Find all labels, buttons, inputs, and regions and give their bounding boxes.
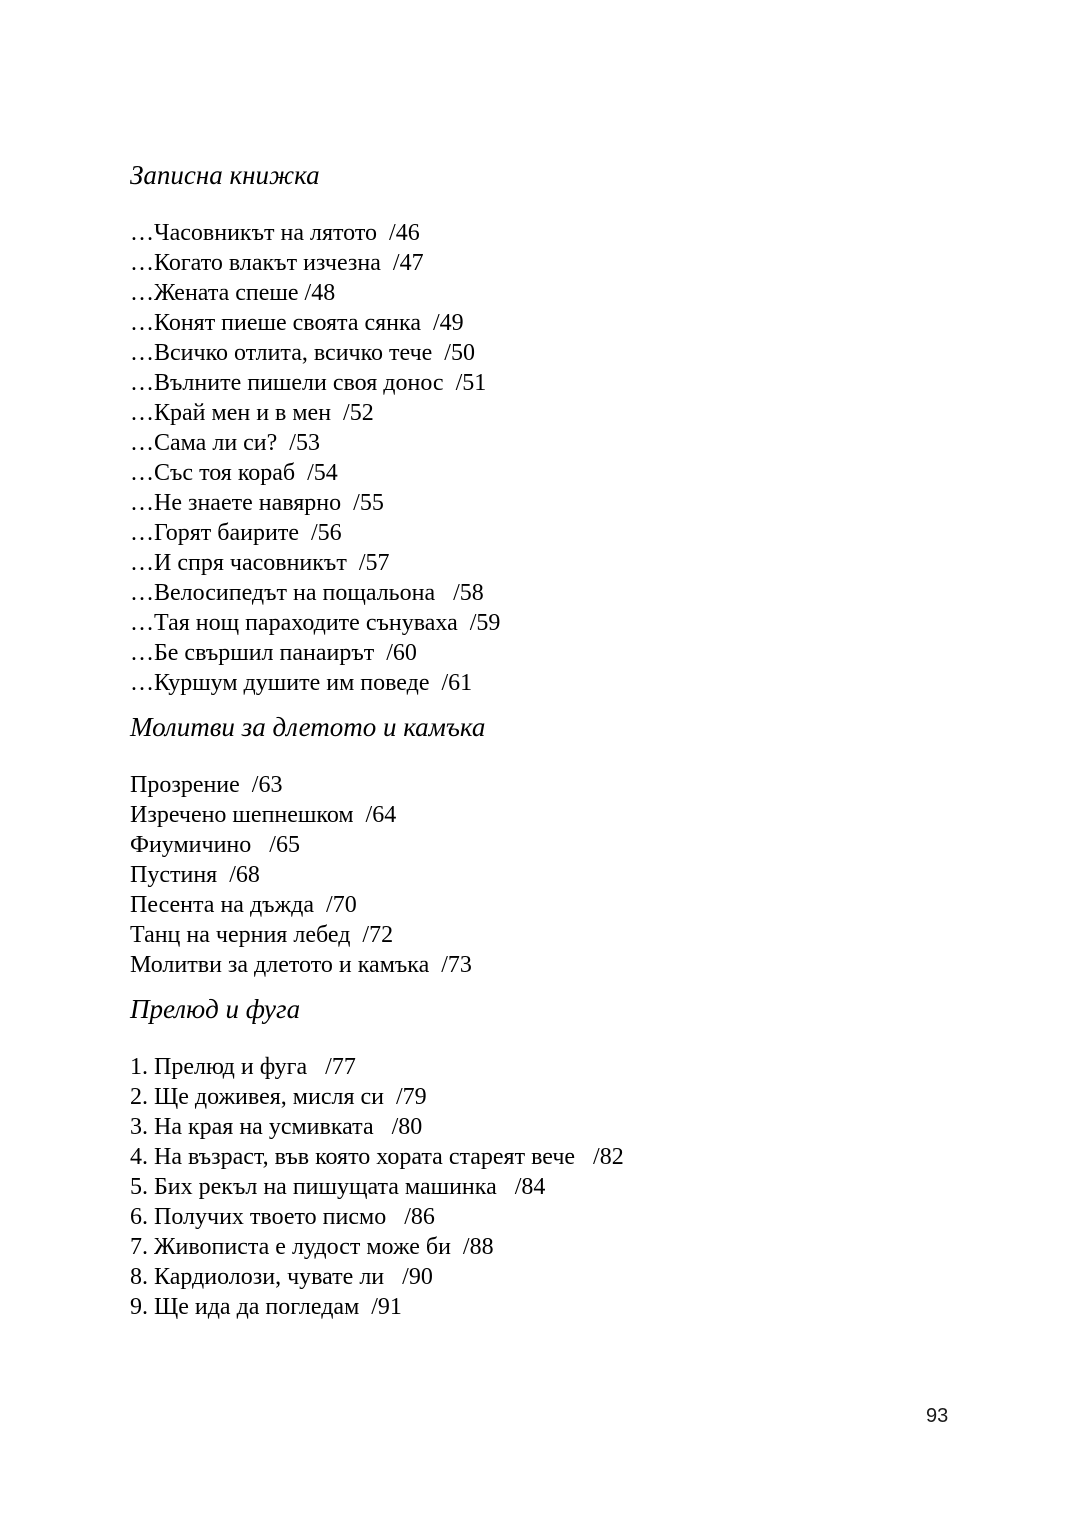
table-of-contents: Записна книжка …Часовникът на лятото /46…… [130,158,990,1334]
toc-entry: Изречено шепнешком /64 [130,802,397,828]
toc-entry: …Със тоя кораб /54 [130,460,338,486]
toc-entry: Молитви за длетото и камъка /73 [130,952,472,978]
toc-entry: …Сама ли си? /53 [130,430,320,456]
toc-entry: 8. Кардиолози, чувате ли /90 [130,1264,433,1290]
page-number: 93 [926,1405,949,1427]
toc-entry: …Край мен и в мен /52 [130,400,374,426]
toc-entry: …Тая нощ параходите сънуваха /59 [130,610,501,636]
toc-entry: …Вълните пишели своя донос /51 [130,370,487,396]
toc-entry: …И спря часовникът /57 [130,550,390,576]
toc-entry: Танц на черния лебед /72 [130,922,394,948]
toc-entry: Фиумичино /65 [130,832,300,858]
toc-entry: 5. Бих рекъл на пишущата машинка /84 [130,1174,546,1200]
toc-entry: Прозрение /63 [130,772,283,798]
toc-entry: …Не знаете навярно /55 [130,490,384,516]
toc-entry: 4. На възраст, във която хората стареят … [130,1144,624,1170]
toc-entry: 2. Ще доживея, мисля си /79 [130,1084,427,1110]
toc-entry: …Бе свършил панаирът /60 [130,640,417,666]
entry-list: Прозрение /63 Изречено шепнешком /64 Фиуми… [130,770,990,980]
toc-entry: Песента на дъжда /70 [130,892,357,918]
section-heading: Записна книжка [130,160,320,190]
section-heading: Молитви за длетото и камъка [130,712,486,742]
section-heading: Прелюд и фуга [130,994,301,1024]
toc-entry: …Часовникът на лятото /46 [130,220,420,246]
toc-entry: 7. Живописта е лудост може би /88 [130,1234,494,1260]
toc-entry: …Жената спеше /48 [130,280,336,306]
toc-entry: …Велосипедът на пощальона /58 [130,580,484,606]
entry-list: 1. Прелюд и фуга /77 2. Ще доживея, мисля… [130,1052,990,1322]
entry-list: …Часовникът на лятото /46 …Когато влакът … [130,218,990,698]
toc-entry: 1. Прелюд и фуга /77 [130,1054,356,1080]
toc-entry: …Куршум душите им поведе /61 [130,670,473,696]
toc-entry: …Всичко отлита, всичко тече /50 [130,340,475,366]
toc-entry: 6. Получих твоето писмо /86 [130,1204,435,1230]
toc-entry: 9. Ще ида да погледам /91 [130,1294,402,1320]
toc-entry: …Горят баирите /56 [130,520,342,546]
toc-entry: 3. На края на усмивката /80 [130,1114,423,1140]
toc-entry: …Конят пиеше своята сянка /49 [130,310,464,336]
toc-entry: Пустиня /68 [130,862,260,888]
toc-entry: …Когато влакът изчезна /47 [130,250,424,276]
